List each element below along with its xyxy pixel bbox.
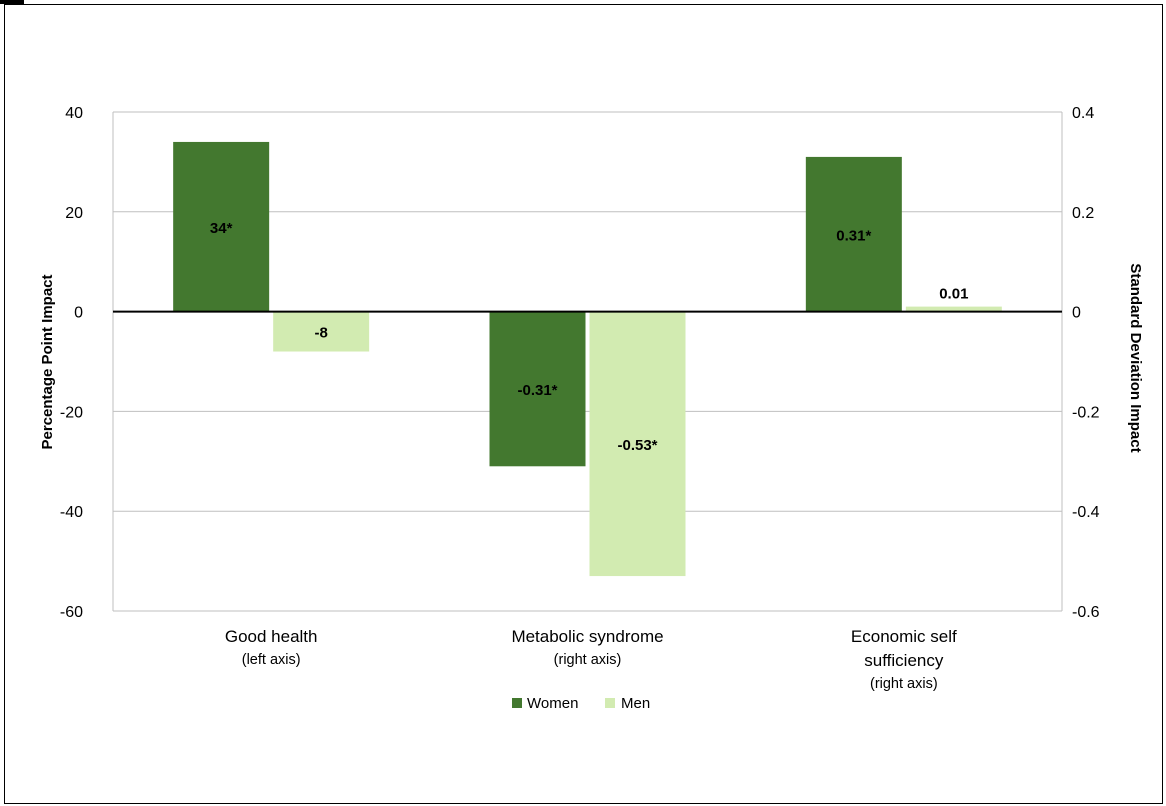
category-labels: Good health (left axis) Metabolic syndrome… bbox=[225, 627, 957, 692]
category-label: Economic self bbox=[851, 627, 957, 646]
data-label-women-2: 0.31* bbox=[836, 227, 871, 244]
gridlines bbox=[112, 111, 1063, 612]
bar-men-0 bbox=[273, 311, 370, 352]
data-label-men-2: 0.01 bbox=[939, 286, 968, 303]
category-label: sufficiency bbox=[864, 651, 944, 670]
legend: Women Men bbox=[512, 695, 650, 712]
left-tick-label: -60 bbox=[60, 604, 83, 621]
category-label: Metabolic syndrome bbox=[511, 627, 663, 646]
data-label-women-1: -0.31* bbox=[517, 382, 557, 399]
right-axis-title: Standard Deviation Impact bbox=[1127, 263, 1144, 452]
legend-swatch-men bbox=[605, 698, 615, 708]
right-tick-label: -0.2 bbox=[1072, 404, 1100, 421]
data-label-men-0: -8 bbox=[314, 325, 327, 342]
legend-swatch-women bbox=[512, 698, 522, 708]
data-labels: 34* -8 -0.31* -0.53* 0.31* 0.01 bbox=[210, 220, 969, 454]
left-tick-label: -20 bbox=[60, 404, 83, 421]
bar-men-2 bbox=[905, 306, 1002, 312]
right-tick-label: 0.4 bbox=[1072, 105, 1094, 122]
left-axis-ticks: 40 20 0 -20 -40 -60 bbox=[60, 105, 83, 621]
bar-men-1 bbox=[589, 311, 686, 577]
left-tick-label: 20 bbox=[65, 205, 83, 222]
bars bbox=[173, 141, 1002, 577]
data-label-men-1: -0.53* bbox=[617, 437, 657, 454]
legend-label-men: Men bbox=[621, 695, 650, 712]
left-tick-label: 0 bbox=[74, 305, 83, 322]
bar-women-2 bbox=[805, 156, 902, 312]
right-tick-label: 0.2 bbox=[1072, 205, 1094, 222]
right-tick-label: -0.4 bbox=[1072, 504, 1100, 521]
left-tick-label: 40 bbox=[65, 105, 83, 122]
right-axis-ticks: 0.4 0.2 0 -0.2 -0.4 -0.6 bbox=[1072, 105, 1100, 621]
category-axis-note: (left axis) bbox=[242, 652, 301, 668]
right-tick-label: -0.6 bbox=[1072, 604, 1100, 621]
bar-women-0 bbox=[173, 141, 270, 312]
category-axis-note: (right axis) bbox=[554, 652, 622, 668]
legend-label-women: Women bbox=[527, 695, 578, 712]
category-axis-note: (right axis) bbox=[870, 676, 938, 692]
left-tick-label: -40 bbox=[60, 504, 83, 521]
category-label: Good health bbox=[225, 627, 318, 646]
left-axis-title: Percentage Point Impact bbox=[39, 274, 56, 449]
data-label-women-0: 34* bbox=[210, 220, 233, 237]
header-fragment bbox=[0, 0, 24, 4]
bar-women-1 bbox=[489, 311, 586, 467]
right-tick-label: 0 bbox=[1072, 305, 1081, 322]
